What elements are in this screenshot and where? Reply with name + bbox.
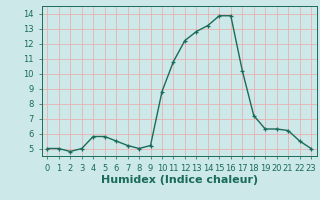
X-axis label: Humidex (Indice chaleur): Humidex (Indice chaleur) [100, 175, 258, 185]
